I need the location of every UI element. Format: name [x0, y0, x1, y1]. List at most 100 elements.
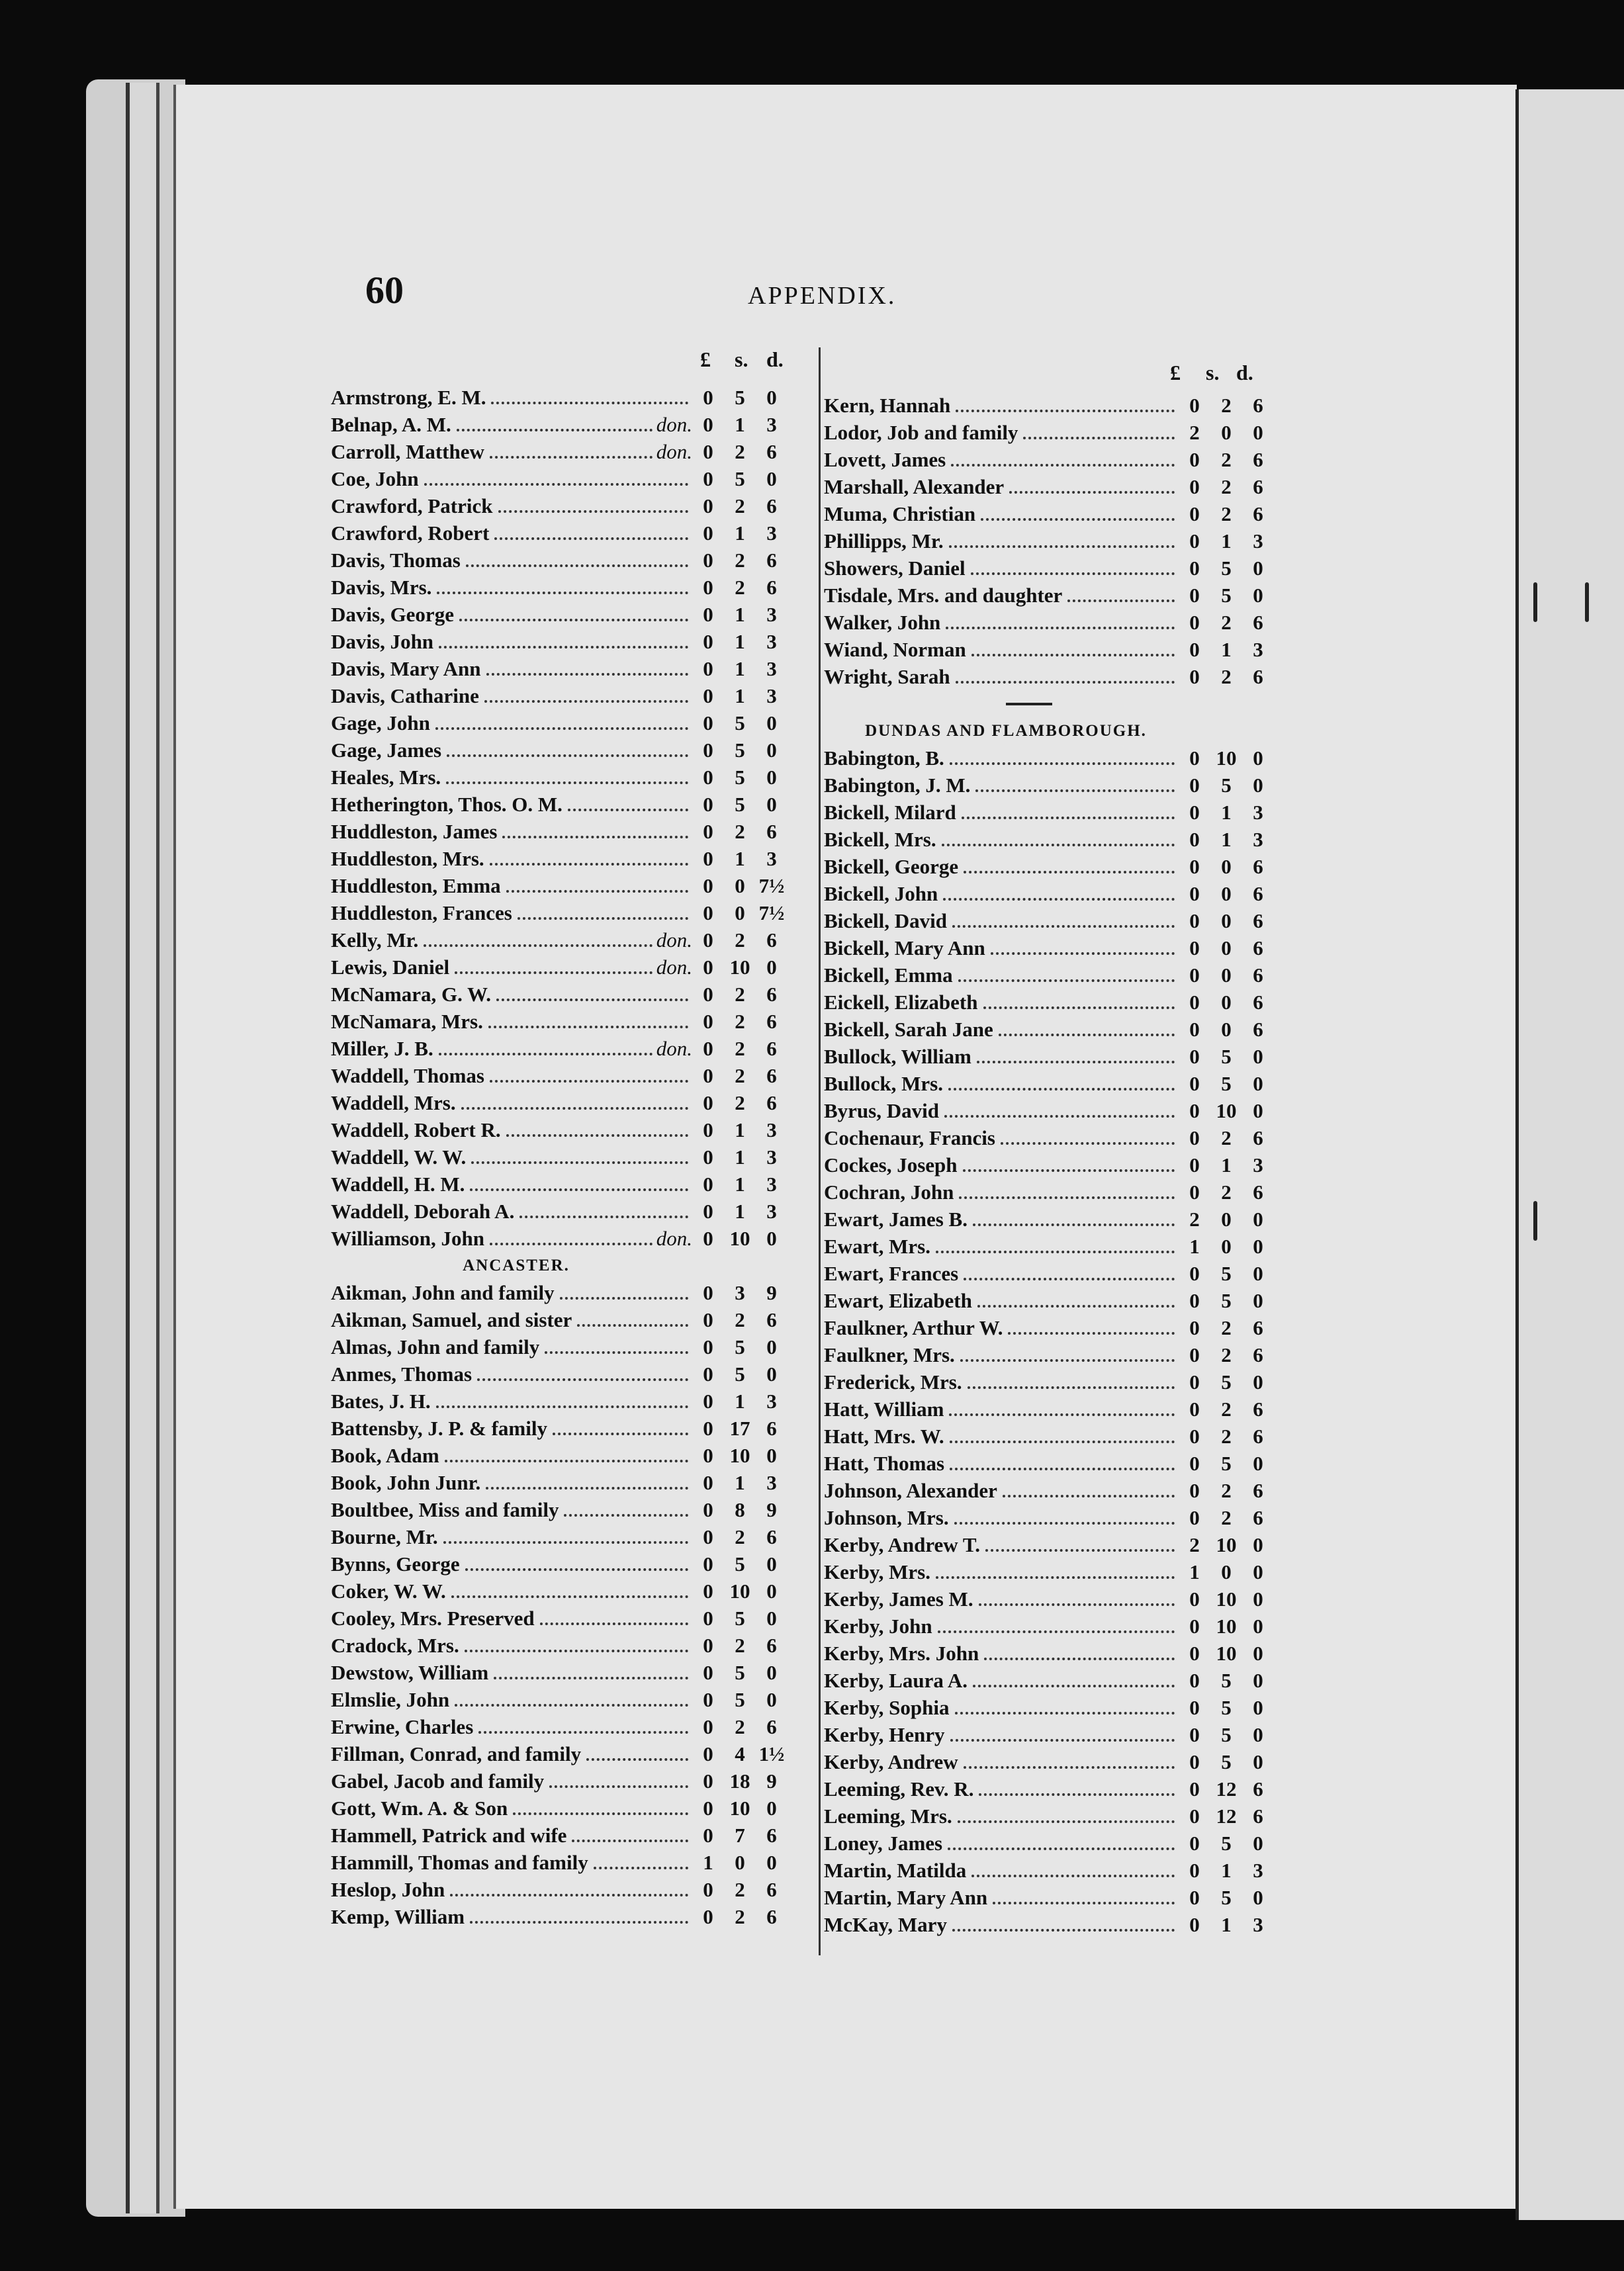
pence-value: 0 [1253, 421, 1263, 444]
dot-leader [976, 1061, 1175, 1063]
subscriber-name: Babington, B. [824, 746, 944, 770]
pence-value: 6 [766, 494, 777, 517]
subscriber-name: Waddell, Deborah A. [331, 1200, 515, 1223]
dot-leader [496, 999, 688, 1001]
subscriber-name: Kemp, William [331, 1905, 465, 1928]
subscriber-row: Gott, Wm. A. & Son 0 10 0 [331, 1795, 788, 1822]
subscriber-row: Davis, George 0 1 3 [331, 601, 788, 628]
subscriber-name: Boultbee, Miss and family [331, 1498, 559, 1521]
shillings-value: 5 [1221, 557, 1232, 580]
shillings-value: 1 [1221, 529, 1232, 553]
dot-leader [1002, 1495, 1175, 1497]
dot-leader [971, 1875, 1175, 1877]
subscriber-name: Huddleston, James [331, 820, 498, 843]
pounds-value: 2 [1189, 1208, 1200, 1231]
pence-value: 6 [766, 440, 777, 463]
subscriber-row: Hatt, Mrs. W. 0 2 6 [824, 1423, 1274, 1450]
shillings-value: 5 [1221, 1750, 1232, 1773]
shillings-value: 5 [735, 738, 745, 762]
dot-leader [975, 789, 1175, 792]
subscriber-row: Kerby, Laura A. 0 5 0 [824, 1667, 1274, 1694]
shillings-value: 2 [735, 1064, 745, 1087]
dot-leader [952, 925, 1175, 928]
pounds-value: 0 [1189, 1398, 1200, 1421]
pence-value: 0 [1253, 1642, 1263, 1665]
pounds-heading: £ [700, 347, 711, 371]
shillings-value: 10 [1216, 1533, 1237, 1556]
pounds-value: 0 [1189, 1859, 1200, 1882]
shillings-value: 5 [1221, 1832, 1232, 1855]
subscriber-row: Bickell, Emma 0 0 6 [824, 961, 1274, 989]
dot-leader [517, 917, 688, 920]
subscriber-row: Almas, John and family 0 5 0 [331, 1333, 788, 1360]
subscriber-row: McNamara, Mrs. 0 2 6 [331, 1008, 788, 1035]
shillings-value: 4 [735, 1742, 745, 1765]
subscriber-name: McKay, Mary [824, 1913, 947, 1936]
pounds-value: 0 [703, 386, 713, 409]
shillings-value: 12 [1216, 1777, 1237, 1801]
shillings-value: 8 [735, 1498, 745, 1521]
pounds-value: 0 [1189, 1832, 1200, 1855]
pence-value: 3 [766, 521, 777, 545]
dot-leader [477, 1378, 688, 1381]
subscriber-name: Bickell, Mrs. [824, 828, 936, 851]
shillings-value: 5 [1221, 584, 1232, 607]
pounds-value: 0 [703, 603, 713, 626]
shillings-value: 1 [735, 1145, 745, 1169]
pounds-value: 0 [1189, 1587, 1200, 1611]
subscriber-row: Belnap, A. M. don. 0 1 3 [331, 411, 788, 438]
pence-value: 3 [766, 1173, 777, 1196]
subscriber-list-left: Armstrong, E. M. 0 5 0 Belnap, A. M. don. 0 1 3 C… [331, 384, 788, 1930]
shillings-value: 2 [1221, 1180, 1232, 1204]
pounds-value: 0 [703, 1552, 713, 1576]
pence-value: 6 [1253, 855, 1263, 878]
subscriber-name: Hatt, William [824, 1398, 944, 1421]
dot-leader [486, 673, 688, 676]
subscriber-row: Hatt, Thomas 0 5 0 [824, 1450, 1274, 1477]
subscriber-name: Lovett, James [824, 448, 946, 471]
subscriber-row: Kelly, Mr. don. 0 2 6 [331, 926, 788, 954]
pounds-value: 0 [703, 766, 713, 789]
shillings-value: 1 [735, 630, 745, 653]
dot-leader [936, 1576, 1175, 1579]
subscriber-name: Kerby, Mrs. [824, 1560, 930, 1583]
pence-value: 6 [766, 1634, 777, 1657]
subscriber-row: Waddell, H. M. 0 1 3 [331, 1171, 788, 1198]
book-binding [126, 83, 159, 2213]
shillings-value: 2 [735, 1634, 745, 1657]
pounds-value: 0 [703, 1091, 713, 1114]
pence-value: 6 [1253, 936, 1263, 959]
dot-leader [943, 898, 1175, 901]
subscriber-name: Miller, J. B. [331, 1037, 433, 1060]
shillings-value: 5 [735, 793, 745, 816]
shillings-value: 2 [1221, 611, 1232, 634]
amount: 0 18 9 [692, 1767, 788, 1795]
subscriber-name: Kerby, James M. [824, 1587, 973, 1611]
subscriber-list-right: Kern, Hannah 0 2 6 Lodor, Job and family 2 0 0 L… [824, 392, 1274, 1938]
subscriber-name: Aikman, Samuel, and sister [331, 1308, 572, 1331]
subscriber-name: Coker, W. W. [331, 1580, 446, 1603]
shillings-value: 5 [735, 386, 745, 409]
pounds-value: 0 [1189, 1018, 1200, 1041]
pounds-value: 0 [703, 1634, 713, 1657]
pounds-value: 0 [1189, 1886, 1200, 1909]
shillings-value: 5 [735, 1607, 745, 1630]
pence-value: 0 [766, 1797, 777, 1820]
pence-value: 0 [1253, 1072, 1263, 1095]
shillings-value: 1 [735, 413, 745, 436]
pounds-value: 0 [703, 928, 713, 952]
subscriber-row: Phillipps, Mr. 0 1 3 [824, 527, 1274, 555]
pounds-value: 0 [1189, 1370, 1200, 1394]
subscriber-row: Lewis, Daniel don. 0 10 0 [331, 954, 788, 981]
dot-leader [983, 1006, 1175, 1009]
